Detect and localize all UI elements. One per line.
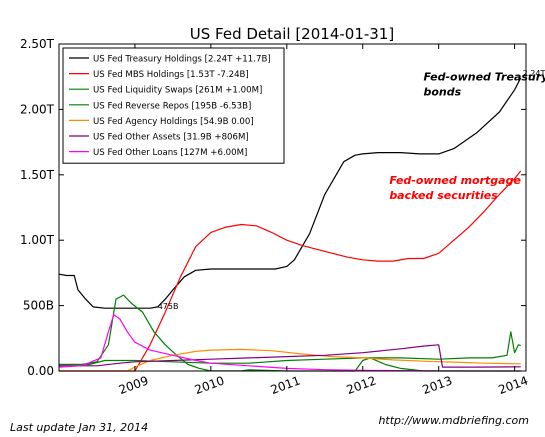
annotation-1: Fed-owned Treasury bonds [423,71,545,99]
y-tick-label: 1.00T [20,233,55,247]
x-tick-label: 2012 [345,373,378,397]
x-tick-label: 2009 [117,373,150,397]
x-tick-label: 2011 [269,373,302,397]
series-line-1 [59,170,522,372]
plot-frame [58,43,527,372]
legend-label: US Fed Liquidity Swaps [261M +1.00M] [93,86,262,96]
series-layer: 2.24T [58,69,545,372]
series-line-4 [59,348,521,372]
legend: US Fed Treasury Holdings [2.24T +11.7B] U… [62,47,285,164]
annotation-0: 475B [158,302,179,311]
y-tick-label: 2.00T [20,102,55,116]
last-update-footer: Last update Jan 31, 2014 [10,421,149,434]
legend-label: US Fed Other Assets [31.9B +806M] [93,133,249,143]
x-tick-label: 2013 [421,373,454,397]
annotation-2: Fed-owned mortgage backed securities [389,174,521,202]
legend-label: US Fed Reverse Repos [195B -6.53B] [93,101,251,111]
y-tick-label: 2.50T [20,37,55,51]
series-end-label: 2.24T [523,69,545,78]
legend-label: US Fed MBS Holdings [1.53T -7.24B] [93,70,249,80]
y-tick-label: 500B [23,299,54,313]
legend-label: US Fed Other Loans [127M +6.00M] [93,148,247,158]
legend-box [62,47,285,164]
y-tick-label: 0.00 [27,364,54,378]
series-line-5 [59,344,521,368]
legend-label: US Fed Agency Holdings [54.9B 0.00] [93,117,254,127]
chart-title: US Fed Detail [2014-01-31] [190,25,394,43]
series-line-6 [58,314,521,372]
series-line-2 [59,294,521,372]
y-tick-label: 1.50T [20,168,55,182]
annotation-layer: 475B Fed-owned Treasury bonds Fed-owned mor… [158,71,545,311]
x-tick-label: 2014 [496,373,529,397]
source-url-footer: http://www.mdbriefing.com [378,414,529,427]
legend-label: US Fed Treasury Holdings [2.24T +11.7B] [93,55,271,65]
x-tick-label: 2010 [193,373,226,397]
series-line-0 [58,77,522,309]
